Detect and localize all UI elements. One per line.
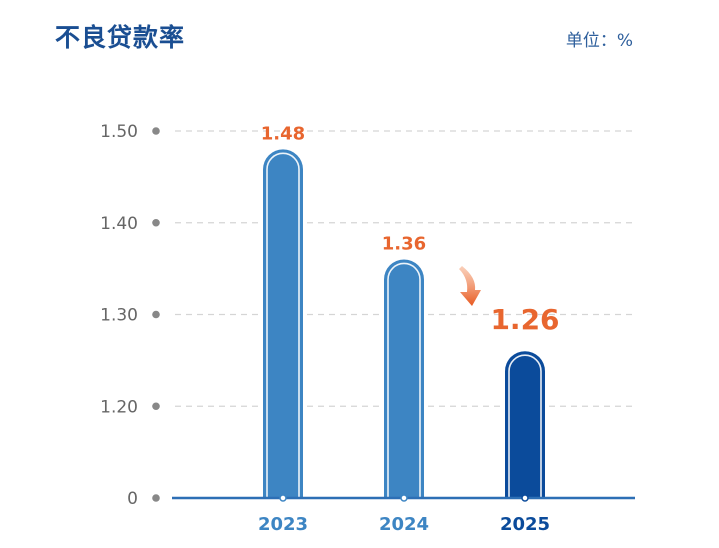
y-tick-label: 1.20 — [100, 397, 138, 417]
y-tick-dot — [152, 127, 160, 135]
bar-2023 — [263, 149, 303, 498]
bar-outline — [266, 152, 300, 498]
axis-marker — [521, 494, 529, 502]
y-tick-label: 1.50 — [100, 122, 138, 142]
unit-label: 单位：% — [565, 31, 633, 51]
axis-marker — [279, 494, 287, 502]
bar-2025 — [505, 351, 545, 498]
value-label: 1.36 — [382, 233, 426, 254]
y-tick-label: 0 — [127, 489, 138, 509]
value-label: 1.26 — [490, 303, 559, 336]
chart-title: 不良贷款率 — [55, 23, 186, 52]
y-tick-dot — [152, 310, 160, 319]
bar-outline — [508, 354, 542, 498]
y-tick-label: 1.30 — [100, 306, 138, 326]
x-tick-label: 2024 — [379, 514, 429, 535]
down-arrow-icon — [459, 266, 481, 306]
bar-outline — [387, 262, 421, 498]
axis-marker — [400, 494, 408, 502]
x-tick-label: 2023 — [258, 514, 308, 535]
value-label: 1.48 — [261, 123, 305, 144]
y-tick-dot — [152, 402, 160, 411]
y-tick-dot — [152, 218, 160, 227]
bar-2024 — [384, 259, 424, 498]
x-tick-label: 2025 — [500, 514, 550, 535]
y-tick-dot — [152, 494, 160, 502]
y-tick-label: 1.40 — [100, 214, 138, 234]
